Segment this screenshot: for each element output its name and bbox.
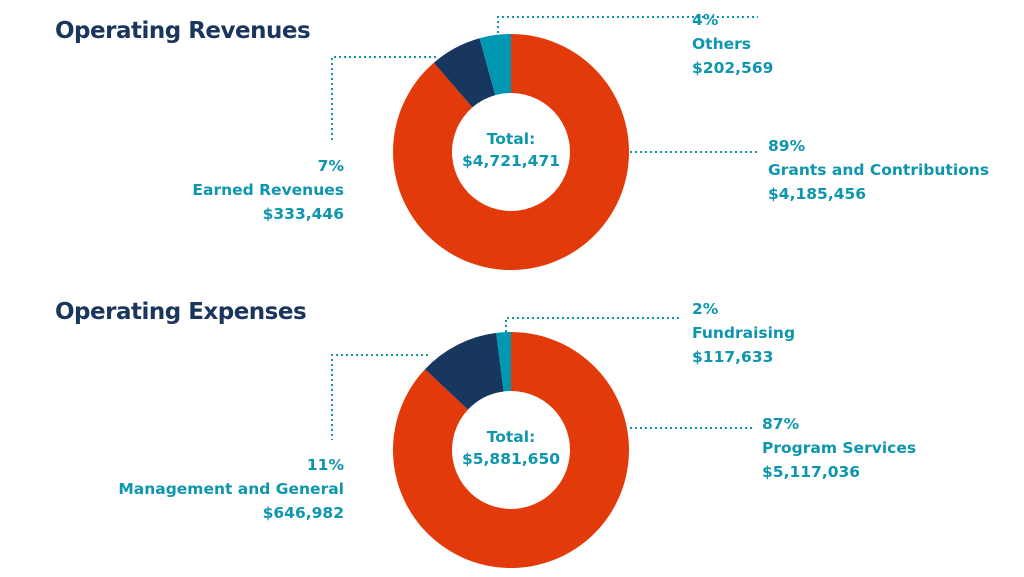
leader-line (331, 354, 428, 440)
percent: 87% (762, 415, 800, 433)
center-label: Total: (487, 130, 536, 148)
leader-line (505, 317, 680, 332)
donut-slice-earned-revenues (433, 38, 496, 108)
name: Earned Revenues (192, 181, 344, 199)
value: $646,982 (262, 504, 344, 522)
leader-line (331, 56, 436, 142)
name: Fundraising (692, 324, 796, 342)
name: Grants and Contributions (768, 161, 990, 179)
donut-slice-management-and-general (424, 332, 504, 410)
revenues-title: Operating Revenues (55, 18, 311, 44)
percent: 89% (768, 137, 806, 155)
value: $4,185,456 (768, 185, 867, 203)
donut-slice-fundraising (496, 332, 511, 392)
percent: 4% (692, 11, 719, 29)
label-grants: 89% Grants and Contributions $4,185,456 (768, 134, 989, 206)
percent: 2% (692, 300, 719, 318)
name: Program Services (762, 439, 917, 457)
leader-line (497, 16, 758, 33)
name: Management and General (118, 480, 344, 498)
value: $202,569 (692, 59, 774, 77)
center-label: Total: (487, 428, 536, 446)
label-others: 4% Others $202,569 (692, 8, 773, 80)
donut-slice-program-services (392, 332, 629, 568)
name: Others (692, 35, 752, 53)
label-management: 11% Management and General $646,982 (118, 453, 344, 525)
percent: 7% (317, 157, 344, 175)
value: $5,117,036 (762, 463, 861, 481)
label-fundraising: 2% Fundraising $117,633 (692, 297, 795, 369)
donut-slice-grants-and-contributions (393, 34, 630, 270)
label-earned: 7% Earned Revenues $333,446 (192, 154, 344, 226)
value: $117,633 (692, 348, 774, 366)
percent: 11% (306, 456, 344, 474)
value: $333,446 (262, 205, 344, 223)
donut-slice-others (479, 34, 511, 96)
expenses-title: Operating Expenses (55, 299, 307, 325)
center-total: $5,881,650 (462, 450, 560, 468)
label-program: 87% Program Services $5,117,036 (762, 412, 916, 484)
center-total: $4,721,471 (462, 152, 560, 170)
